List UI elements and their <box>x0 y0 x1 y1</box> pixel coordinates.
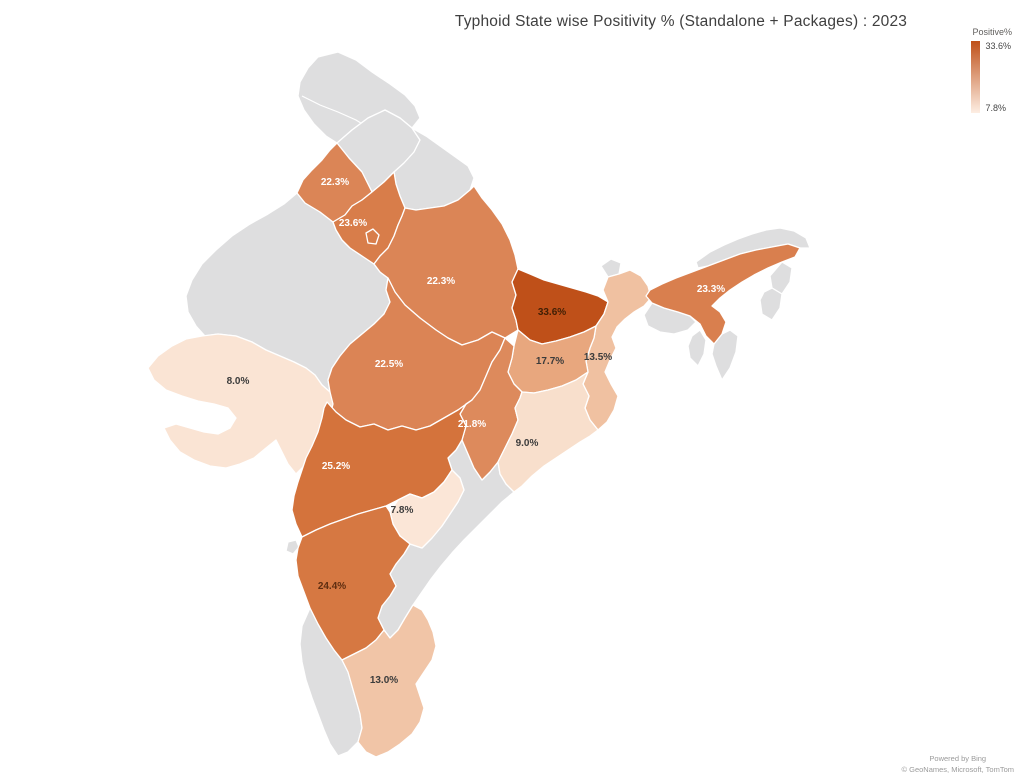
legend-min-label: 7.8% <box>985 103 1006 113</box>
state-label-uttar-pradesh: 22.3% <box>427 276 455 287</box>
page-title: Typhoid State wise Positivity % (Standal… <box>454 13 908 30</box>
state-label-chhattisgarh: 21.8% <box>458 419 486 430</box>
state-odisha[interactable] <box>497 371 599 493</box>
state-label-assam: 23.3% <box>697 284 725 295</box>
state-label-west-bengal: 13.5% <box>584 352 612 363</box>
state-sikkim[interactable] <box>600 258 622 278</box>
state-karnataka[interactable] <box>295 505 411 661</box>
state-label-madhya-pradesh: 22.5% <box>375 359 403 370</box>
state-gujarat[interactable] <box>147 333 334 475</box>
state-label-haryana: 23.6% <box>339 218 367 229</box>
legend-gradient-bar <box>971 41 981 113</box>
map-attribution: Powered by Bing © GeoNames, Microsoft, T… <box>902 753 1015 776</box>
state-assam[interactable] <box>645 243 801 345</box>
attribution-line1: Powered by Bing <box>929 753 987 763</box>
state-label-odisha: 9.0% <box>516 438 539 449</box>
state-delhi[interactable] <box>365 228 380 245</box>
state-tripura[interactable] <box>687 329 707 367</box>
attribution-line2: © GeoNames, Microsoft, TomTom <box>901 764 1015 774</box>
state-label-telangana: 7.8% <box>391 505 414 516</box>
state-label-gujarat: 8.0% <box>227 376 250 387</box>
legend-max-label: 33.6% <box>985 41 1012 51</box>
state-label-jharkhand: 17.7% <box>536 356 564 367</box>
legend-title: Positive% <box>972 27 1012 37</box>
state-mizoram[interactable] <box>711 329 739 381</box>
state-manipur[interactable] <box>759 287 783 321</box>
color-legend: Positive% 33.6% 7.8% <box>971 27 1012 113</box>
state-uttar-pradesh[interactable] <box>373 185 519 346</box>
state-tamil-nadu[interactable] <box>341 604 437 758</box>
state-label-karnataka: 24.4% <box>318 581 346 592</box>
state-goa[interactable] <box>285 539 300 555</box>
state-label-maharashtra: 25.2% <box>322 461 350 472</box>
state-label-tamil-nadu: 13.0% <box>370 675 398 686</box>
state-label-punjab: 22.3% <box>321 177 349 188</box>
state-label-bihar: 33.6% <box>538 307 566 318</box>
state-punjab[interactable] <box>296 142 373 223</box>
